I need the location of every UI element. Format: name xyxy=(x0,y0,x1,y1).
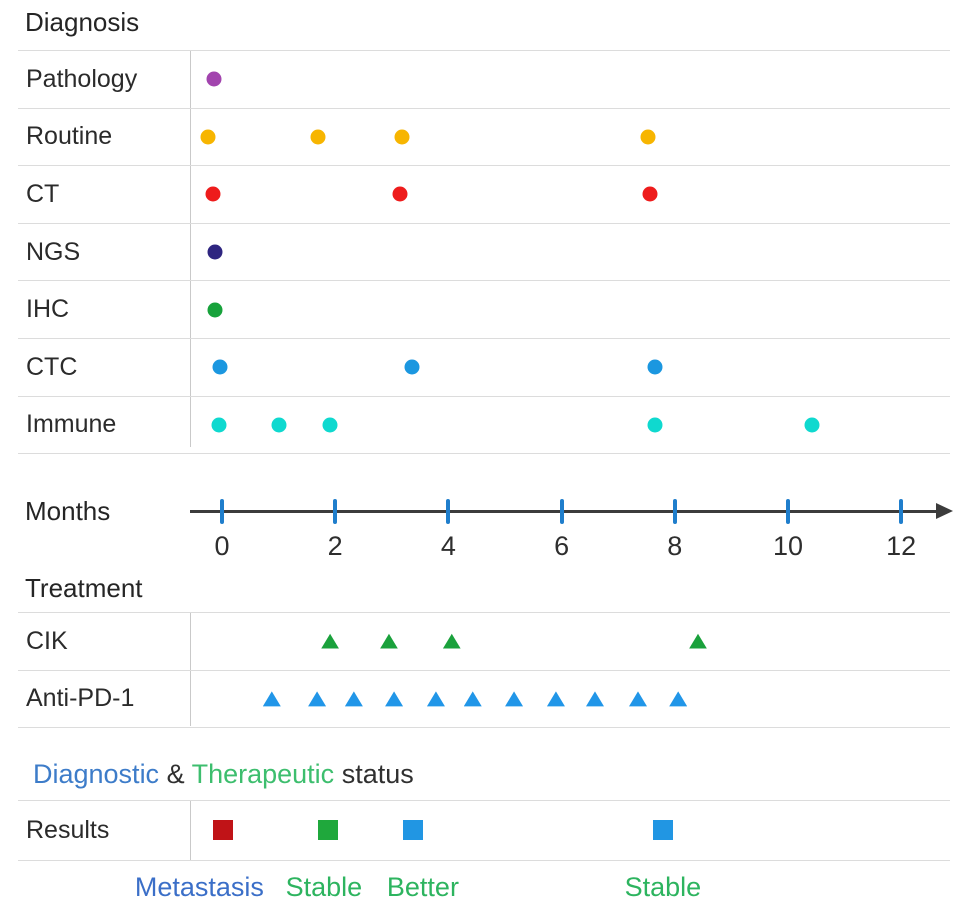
axis-tick-label: 8 xyxy=(667,531,683,561)
cik-marker xyxy=(442,633,461,649)
axis-tick xyxy=(786,499,790,524)
diagnosis-rows: Pathology Routine CT NGS IHC CTC Immune xyxy=(18,51,950,455)
axis-tick-label: 6 xyxy=(554,531,570,561)
routine-marker xyxy=(310,129,326,145)
axis-tick-label: 12 xyxy=(886,531,917,561)
anti-pd-1-marker xyxy=(546,691,565,707)
axis-tick-label: 0 xyxy=(214,531,230,561)
immune-marker xyxy=(647,417,663,433)
cik-marker xyxy=(321,633,340,649)
axis-tick xyxy=(899,499,904,524)
ctc-marker xyxy=(647,359,663,375)
immune-marker xyxy=(211,417,227,433)
diagnosis-divider-line xyxy=(190,51,191,447)
result-label-stable: Stable xyxy=(624,872,702,902)
ihc-marker xyxy=(207,302,223,318)
ctc-row: CTC xyxy=(18,339,950,397)
routine-row: Routine xyxy=(18,109,950,167)
immune-marker xyxy=(322,417,338,433)
ctc-marker xyxy=(404,359,420,375)
routine-row-label: Routine xyxy=(26,122,113,151)
ctc-marker xyxy=(212,359,228,375)
anti-pd-1-marker xyxy=(585,691,604,707)
treatment-rows: CIK Anti-PD-1 xyxy=(18,613,950,729)
treatment-divider-line xyxy=(190,613,191,726)
cik-row-label: CIK xyxy=(26,626,68,655)
months-axis-arrowhead-icon xyxy=(936,503,953,519)
status-heading-segment: & xyxy=(159,759,192,789)
result-marker xyxy=(317,820,338,840)
status-heading-segment: status xyxy=(334,759,414,789)
status-heading-segment: Therapeutic xyxy=(191,759,335,789)
diagnosis-section-title: Diagnosis xyxy=(25,7,140,37)
months-axis-label: Months xyxy=(25,496,111,526)
ngs-row: NGS xyxy=(18,224,950,282)
treatment-block: CIK Anti-PD-1 xyxy=(18,612,950,729)
anti-pd-1-marker xyxy=(463,691,482,707)
diagnosis-block: Pathology Routine CT NGS IHC CTC Immune xyxy=(18,50,950,455)
months-axis-line xyxy=(190,510,938,513)
cik-row: CIK xyxy=(18,613,950,671)
status-heading-segment: Diagnostic xyxy=(33,759,160,789)
anti-pd-1-marker xyxy=(505,691,524,707)
axis-tick xyxy=(220,499,224,524)
anti-pd-1-marker xyxy=(262,691,281,707)
result-marker xyxy=(403,820,424,840)
immune-marker xyxy=(804,417,820,433)
ctc-row-label: CTC xyxy=(26,352,78,381)
anti-pd-1-marker xyxy=(308,691,327,707)
immune-row: Immune xyxy=(18,397,950,455)
anti-pd-1-row: Anti-PD-1 xyxy=(18,671,950,729)
result-marker xyxy=(213,820,234,840)
results-row: Results xyxy=(18,801,950,859)
treatment-section-title: Treatment xyxy=(25,573,143,603)
ngs-row-label: NGS xyxy=(26,237,81,266)
status-heading: Diagnostic & Therapeutic status xyxy=(33,759,414,790)
axis-tick-label: 4 xyxy=(440,531,456,561)
axis-tick xyxy=(672,499,677,524)
ct-row-label: CT xyxy=(26,179,60,208)
result-label-stable: Stable xyxy=(285,872,363,902)
ct-marker xyxy=(642,186,658,202)
routine-marker xyxy=(640,129,656,145)
axis-tick xyxy=(559,499,564,524)
anti-pd-1-marker xyxy=(385,691,404,707)
axis-tick-label: 10 xyxy=(772,531,804,561)
cik-marker xyxy=(689,633,707,649)
anti-pd-1-row-label: Anti-PD-1 xyxy=(26,684,135,713)
anti-pd-1-marker xyxy=(669,691,688,707)
routine-marker xyxy=(394,129,410,145)
results-divider-line xyxy=(190,801,191,860)
anti-pd-1-marker xyxy=(344,691,363,707)
immune-row-label: Immune xyxy=(26,410,117,439)
axis-tick xyxy=(446,499,451,524)
immune-marker xyxy=(271,417,287,433)
results-row-label: Results xyxy=(26,815,110,844)
ihc-row: IHC xyxy=(18,281,950,339)
result-label-metastasis: Metastasis xyxy=(134,872,264,902)
routine-marker xyxy=(200,129,216,145)
ct-marker xyxy=(392,186,408,202)
results-labels: Metastasis Stable Better Stable xyxy=(0,872,969,906)
pathology-marker xyxy=(206,71,221,87)
axis-tick xyxy=(333,499,338,524)
pathology-row-label: Pathology xyxy=(26,64,138,93)
cik-marker xyxy=(379,633,398,649)
ct-marker xyxy=(205,186,221,202)
ct-row: CT xyxy=(18,166,950,224)
axis-tick-label: 2 xyxy=(327,531,343,561)
ihc-row-label: IHC xyxy=(26,295,70,324)
anti-pd-1-marker xyxy=(426,691,445,707)
result-label-better: Better xyxy=(386,872,459,902)
result-marker xyxy=(652,820,673,840)
ngs-marker xyxy=(207,244,223,260)
results-block: Results xyxy=(18,800,950,861)
anti-pd-1-marker xyxy=(629,691,647,707)
pathology-row: Pathology xyxy=(18,51,950,109)
